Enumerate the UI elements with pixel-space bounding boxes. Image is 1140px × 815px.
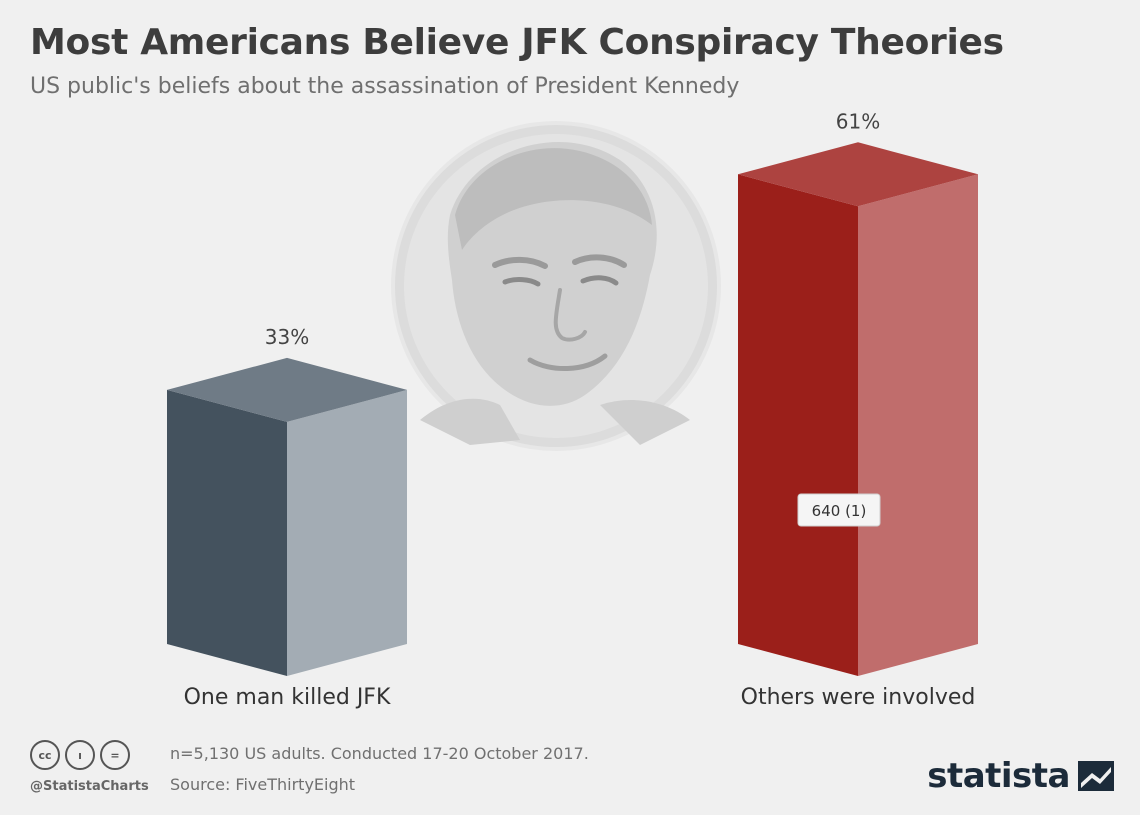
- value-label: 33%: [265, 325, 309, 349]
- chart-title: Most Americans Believe JFK Conspiracy Th…: [30, 22, 1004, 63]
- bar-front-face: [167, 389, 287, 676]
- bar-0[interactable]: [167, 357, 407, 676]
- survey-note: n=5,130 US adults. Conducted 17-20 Octob…: [170, 744, 589, 763]
- value-label: 61%: [836, 109, 880, 133]
- statista-logo-icon: [1078, 761, 1114, 791]
- statista-logo[interactable]: statista: [927, 756, 1114, 796]
- license-icons: cc ı =: [30, 740, 130, 770]
- cc-icon[interactable]: cc: [30, 740, 60, 770]
- tooltip: 640 (1): [797, 493, 881, 527]
- category-label: One man killed JFK: [184, 685, 391, 710]
- bar-1[interactable]: [738, 142, 978, 677]
- category-label: Others were involved: [741, 685, 976, 710]
- bar-chart: 33% One man killed JFK 61% Others were invo…: [167, 109, 978, 710]
- brand-name: statista: [927, 756, 1070, 796]
- bar-top-face: [167, 357, 407, 422]
- attribution-icon[interactable]: ı: [65, 740, 95, 770]
- chart-subtitle: US public's beliefs about the assassinat…: [30, 74, 740, 99]
- twitter-handle[interactable]: @StatistaCharts: [30, 779, 149, 794]
- no-derivatives-icon[interactable]: =: [100, 740, 130, 770]
- tooltip-text: 640 (1): [812, 502, 867, 520]
- tooltip-box: [797, 493, 881, 527]
- bar-side-face: [287, 389, 407, 676]
- bar-top-face: [738, 142, 978, 207]
- source-text[interactable]: Source: FiveThirtyEight: [170, 775, 356, 794]
- bar-side-face: [858, 174, 978, 677]
- jfk-portrait-icon: [391, 121, 721, 451]
- bar-front-face: [738, 174, 858, 677]
